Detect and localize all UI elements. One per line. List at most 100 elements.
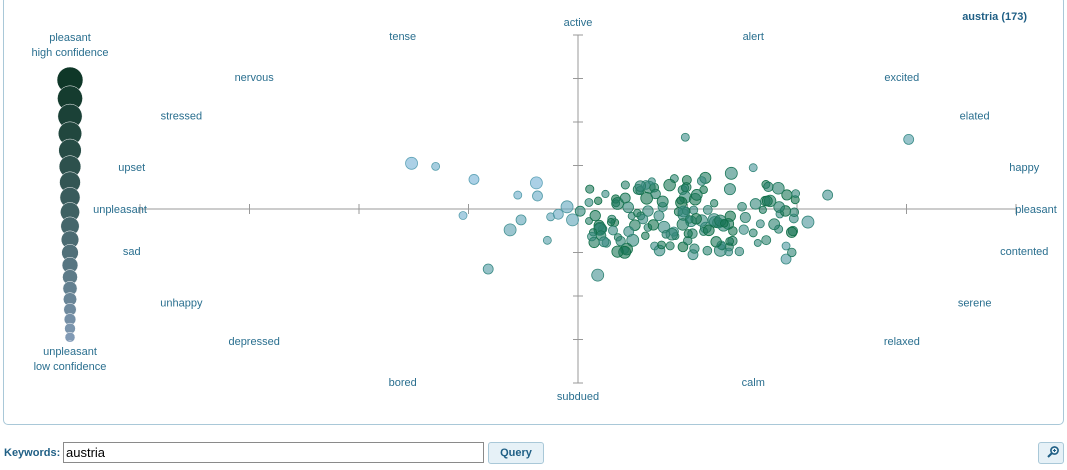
data-point[interactable] [608, 225, 618, 236]
data-point[interactable] [615, 235, 626, 247]
data-point[interactable] [663, 178, 676, 192]
data-point[interactable] [641, 231, 650, 241]
data-point[interactable] [753, 239, 762, 247]
data-point[interactable] [633, 208, 642, 218]
data-point[interactable] [676, 196, 685, 205]
data-point[interactable] [611, 245, 624, 258]
data-point[interactable] [680, 132, 690, 142]
data-point[interactable] [611, 197, 624, 210]
data-point[interactable] [515, 214, 527, 226]
data-point[interactable] [822, 189, 834, 201]
data-point[interactable] [689, 243, 700, 254]
data-point[interactable] [781, 241, 791, 251]
data-point[interactable] [637, 214, 649, 225]
data-point[interactable] [552, 208, 564, 220]
data-point[interactable] [763, 181, 774, 192]
data-point[interactable] [598, 236, 610, 248]
data-point[interactable] [665, 241, 675, 251]
data-point[interactable] [720, 219, 729, 228]
data-point[interactable] [482, 263, 494, 275]
data-point[interactable] [710, 236, 722, 248]
data-points[interactable] [405, 132, 915, 282]
data-point[interactable] [724, 166, 738, 180]
data-point[interactable] [758, 205, 767, 214]
data-point[interactable] [661, 229, 671, 239]
data-point[interactable] [653, 210, 665, 222]
data-point[interactable] [560, 200, 574, 214]
data-point[interactable] [749, 198, 762, 210]
data-point[interactable] [619, 192, 631, 204]
data-point[interactable] [647, 177, 656, 186]
query-button[interactable]: Query [488, 442, 544, 464]
data-point[interactable] [405, 156, 418, 170]
data-point[interactable] [903, 133, 915, 145]
data-point[interactable] [786, 226, 798, 238]
data-point[interactable] [677, 205, 690, 218]
data-point[interactable] [723, 183, 736, 196]
zoom-button[interactable] [1038, 442, 1064, 464]
data-point[interactable] [657, 240, 666, 250]
data-point[interactable] [622, 201, 634, 214]
data-point[interactable] [542, 235, 552, 245]
keywords-input[interactable] [63, 442, 484, 463]
data-point[interactable] [620, 180, 630, 190]
data-point[interactable] [703, 224, 715, 237]
data-point[interactable] [761, 235, 772, 246]
data-point[interactable] [606, 218, 616, 227]
data-point[interactable] [601, 189, 610, 199]
data-point[interactable] [503, 223, 517, 237]
data-point[interactable] [650, 188, 661, 200]
data-point[interactable] [680, 183, 690, 193]
data-point[interactable] [737, 201, 747, 212]
data-point[interactable] [593, 196, 603, 205]
data-point[interactable] [566, 213, 579, 227]
data-point[interactable] [755, 219, 765, 229]
data-point[interactable] [791, 189, 801, 198]
data-point[interactable] [702, 205, 713, 215]
data-point[interactable] [640, 191, 653, 205]
data-point[interactable] [699, 185, 708, 194]
data-point[interactable] [458, 211, 468, 220]
data-point[interactable] [584, 198, 594, 207]
data-point[interactable] [734, 246, 745, 257]
data-point[interactable] [634, 180, 647, 192]
data-point[interactable] [768, 218, 781, 231]
data-point[interactable] [772, 181, 785, 195]
data-point[interactable] [529, 176, 543, 190]
data-point[interactable] [696, 176, 707, 186]
data-point[interactable] [748, 228, 758, 238]
data-point[interactable] [787, 247, 797, 258]
data-point[interactable] [642, 205, 654, 217]
data-point[interactable] [702, 245, 713, 256]
data-point[interactable] [724, 247, 734, 257]
data-point[interactable] [623, 226, 635, 237]
data-point[interactable] [725, 236, 734, 246]
data-point[interactable] [684, 215, 694, 224]
data-point[interactable] [683, 229, 693, 239]
data-point[interactable] [591, 268, 605, 282]
data-point[interactable] [589, 210, 601, 222]
data-point[interactable] [738, 224, 749, 235]
data-point[interactable] [761, 195, 773, 207]
data-point[interactable] [710, 199, 719, 208]
data-point[interactable] [587, 231, 597, 242]
data-point[interactable] [690, 189, 703, 201]
data-point[interactable] [780, 253, 792, 265]
data-point[interactable] [789, 207, 800, 217]
data-point[interactable] [468, 174, 480, 185]
data-point[interactable] [681, 175, 692, 185]
data-point[interactable] [574, 205, 586, 217]
data-point[interactable] [689, 205, 699, 215]
data-point[interactable] [773, 201, 785, 213]
data-point[interactable] [585, 217, 593, 225]
data-point[interactable] [748, 163, 758, 173]
data-point[interactable] [431, 161, 441, 171]
data-point[interactable] [728, 226, 738, 236]
data-point[interactable] [532, 190, 543, 202]
data-point[interactable] [647, 219, 659, 231]
data-point[interactable] [656, 195, 669, 208]
data-point[interactable] [513, 190, 523, 200]
data-point[interactable] [801, 215, 815, 229]
data-point[interactable] [585, 184, 595, 194]
data-point[interactable] [739, 211, 751, 223]
